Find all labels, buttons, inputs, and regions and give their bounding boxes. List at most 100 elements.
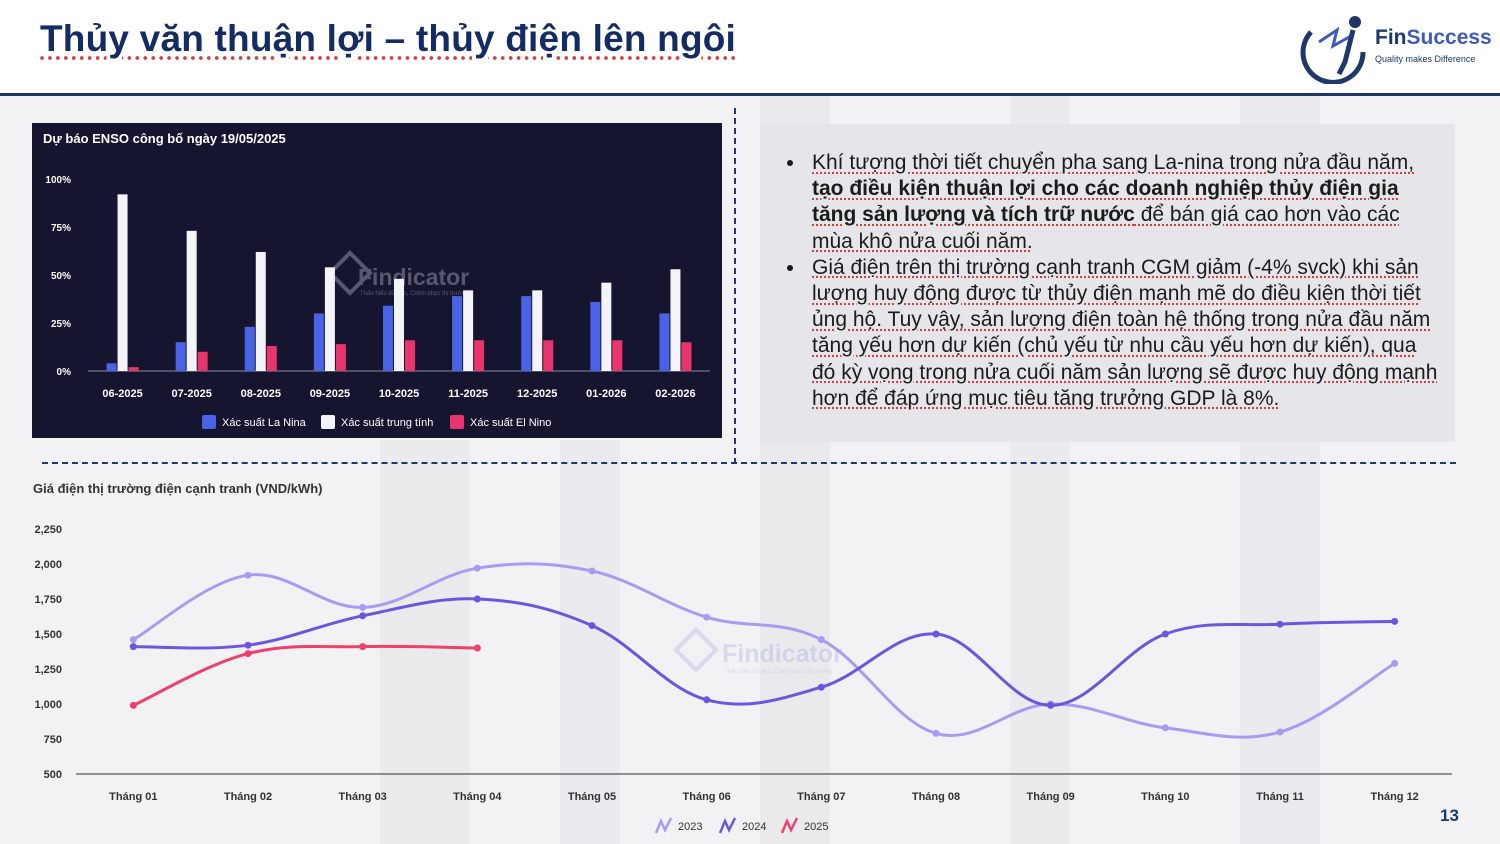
series-2023-point <box>932 729 940 737</box>
series-2023-point <box>129 636 137 644</box>
commentary-box: Khí tượng thời tiết chuyển pha sang La-n… <box>760 124 1455 442</box>
enso-chart-panel: Dự báo ENSO công bố ngày 19/05/2025 Find… <box>32 123 722 438</box>
series-2024-point <box>932 630 940 638</box>
commentary-bullet-2: Giá điện trên thị trường cạnh tranh CGM … <box>806 255 1439 412</box>
price-legend-label: 2023 <box>678 821 702 833</box>
logo-wordmark: FinSuccess <box>1375 26 1492 50</box>
price-y-tick-label: 2,000 <box>34 559 62 571</box>
series-2024-point <box>359 612 367 620</box>
price-chart-title: Giá điện thị trường điện cạnh tranh (VND… <box>33 481 323 496</box>
series-2023-point <box>1161 724 1169 732</box>
la-nina-bar <box>590 301 601 371</box>
neutral-bar <box>186 230 197 371</box>
la-nina-bar <box>659 313 670 371</box>
series-2023-point <box>359 603 367 611</box>
price-legend-icon <box>780 817 799 834</box>
series-2023-point <box>1391 659 1399 667</box>
series-2025-point <box>244 650 252 658</box>
enso-legend-label: Xác suất La Nina <box>222 417 307 429</box>
price-legend-label: 2025 <box>804 821 828 833</box>
findicator-watermark-tagline: Thấu hiểu dữ liệu, Chinh phục thị trường <box>724 668 832 675</box>
enso-y-tick-label: 25% <box>51 319 71 330</box>
price-x-tick-label: Tháng 04 <box>453 791 502 803</box>
findicator-watermark-text: Findicator <box>358 264 469 290</box>
neutral-bar <box>601 282 612 371</box>
series-2025-line <box>132 644 478 707</box>
background-shape <box>560 440 620 844</box>
series-2024-point <box>1047 701 1055 709</box>
series-2025-point <box>473 644 481 652</box>
price-x-tick-label: Tháng 02 <box>224 791 272 803</box>
page-number: 13 <box>1440 806 1459 825</box>
series-2023-point <box>244 571 252 579</box>
el-nino-bar <box>681 342 692 371</box>
price-y-tick-label: 750 <box>44 734 62 746</box>
price-x-tick-label: Tháng 09 <box>1027 791 1075 803</box>
la-nina-bar <box>244 326 255 371</box>
price-y-tick-label: 500 <box>44 769 62 781</box>
la-nina-bar <box>452 296 463 371</box>
price-x-tick-label: Tháng 03 <box>339 791 387 803</box>
price-x-tick-label: Tháng 07 <box>797 791 845 803</box>
price-y-tick-label: 2,250 <box>34 524 62 536</box>
price-y-tick-label: 1,250 <box>34 664 62 676</box>
commentary-bullet-1: Khí tượng thời tiết chuyển pha sang La-n… <box>806 150 1439 255</box>
enso-x-tick-label: 11-2025 <box>448 388 488 400</box>
el-nino-bar <box>543 340 554 371</box>
enso-x-tick-label: 06-2025 <box>102 388 142 400</box>
series-2023-point <box>817 636 825 644</box>
price-x-tick-label: Tháng 10 <box>1141 791 1189 803</box>
enso-legend-swatch <box>202 415 216 429</box>
logo-brand-prefix: Fin <box>1375 26 1407 49</box>
enso-chart-title: Dự báo ENSO công bố ngày 19/05/2025 <box>43 131 286 146</box>
neutral-bar <box>670 269 681 371</box>
background-shape <box>380 440 470 844</box>
price-x-tick-label: Tháng 12 <box>1371 791 1419 803</box>
header: Thủy văn thuận lợi – thủy điện lên ngôi … <box>0 0 1500 94</box>
findicator-watermark-tagline: Thấu hiểu dữ liệu, Chinh phục thị trường <box>360 290 468 297</box>
series-2024-point <box>817 683 825 691</box>
la-nina-bar <box>175 342 186 371</box>
neutral-bar <box>394 278 404 371</box>
la-nina-bar <box>106 363 117 371</box>
el-nino-bar <box>128 367 139 371</box>
la-nina-bar <box>383 305 393 371</box>
enso-x-tick-label: 10-2025 <box>379 388 419 400</box>
el-nino-bar <box>335 344 346 371</box>
price-x-tick-label: Tháng 08 <box>912 791 960 803</box>
logo-brand-suffix: Success <box>1406 26 1492 49</box>
logo-tagline: Quality makes Difference <box>1375 54 1476 64</box>
enso-legend-swatch <box>321 415 335 429</box>
series-2024-point <box>703 696 711 704</box>
neutral-bar <box>532 290 543 371</box>
series-2024-point <box>1391 617 1399 625</box>
neutral-bar <box>463 290 474 371</box>
el-nino-bar <box>197 351 208 371</box>
series-2025-point <box>129 701 137 709</box>
findicator-watermark-icon <box>673 627 719 673</box>
price-y-tick-label: 1,750 <box>34 594 62 606</box>
enso-x-tick-label: 12-2025 <box>517 388 557 400</box>
series-2023-point <box>703 613 711 621</box>
enso-x-tick-label: 07-2025 <box>171 388 211 400</box>
enso-x-tick-label: 01-2026 <box>586 388 626 400</box>
series-2023-line <box>132 562 1396 739</box>
el-nino-bar <box>474 340 485 371</box>
bullet-1-text-start: Khí tượng thời tiết chuyển pha sang La-n… <box>812 151 1415 174</box>
enso-x-tick-label: 02-2026 <box>655 388 695 400</box>
page-title: Thủy văn thuận lợi – thủy điện lên ngôi <box>40 18 737 59</box>
price-legend-label: 2024 <box>742 821 766 833</box>
enso-legend-label: Xác suất El Nino <box>470 417 551 429</box>
price-x-tick-label: Tháng 01 <box>109 791 157 803</box>
series-2024-point <box>1161 630 1169 638</box>
price-legend-icon <box>718 817 737 834</box>
horizontal-divider <box>42 462 1456 464</box>
header-divider <box>0 93 1500 96</box>
series-2024-point <box>129 643 137 651</box>
enso-legend-label: Xác suất trung tính <box>341 417 433 429</box>
neutral-bar <box>255 251 266 371</box>
enso-y-tick-label: 100% <box>45 175 71 186</box>
